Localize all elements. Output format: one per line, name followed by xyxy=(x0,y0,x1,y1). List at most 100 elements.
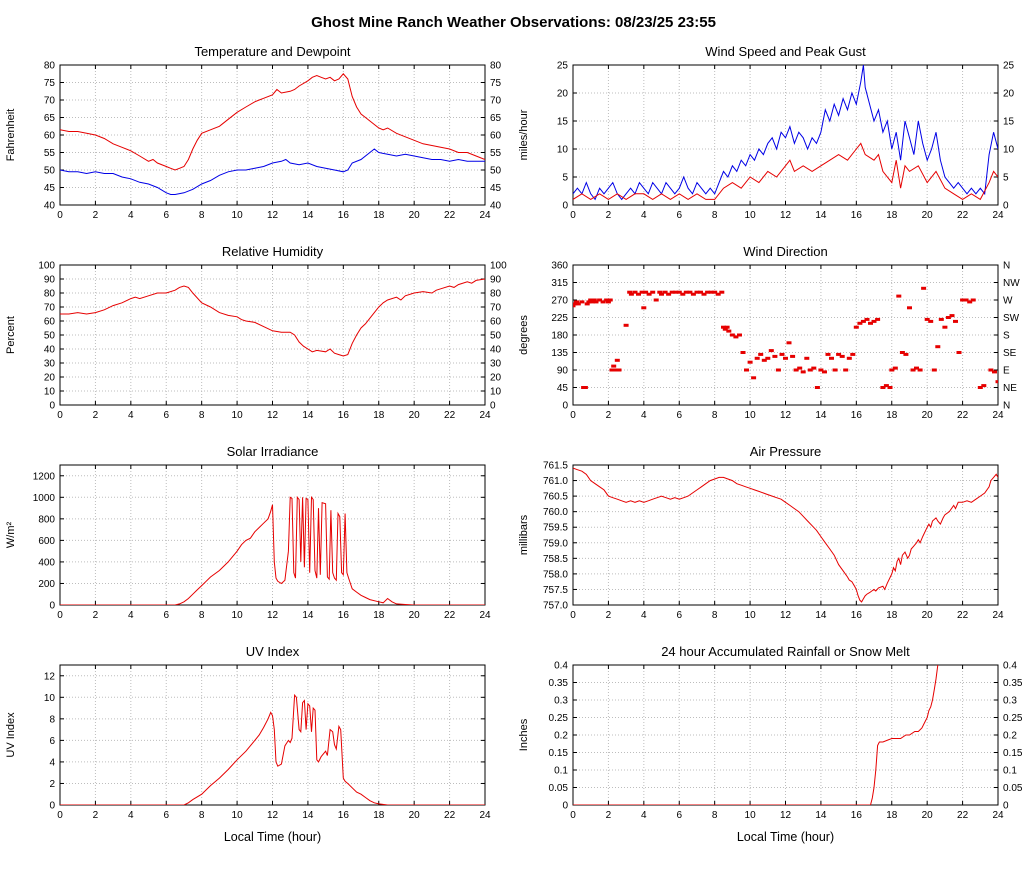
chart-relative-humidity: Relative Humidity Percent 0 2 4 6 8 10 12 14 16 18 2… xyxy=(0,241,513,427)
y-tick-label: 100 xyxy=(38,261,55,272)
y-tick-label-right: E xyxy=(1003,366,1010,377)
x-tick-label: 0 xyxy=(57,210,63,221)
x-tick-label: 0 xyxy=(57,410,63,421)
y-tick-label: 50 xyxy=(44,331,56,342)
x-tick-label: 6 xyxy=(163,410,169,421)
x-tick-label: 14 xyxy=(302,410,314,421)
chart-title: Wind Speed and Peak Gust xyxy=(705,44,866,59)
y-tick-label: 758.0 xyxy=(543,569,568,580)
x-tick-label: 16 xyxy=(338,410,350,421)
y-axis-label: W/m² xyxy=(5,522,17,549)
x-tick-label: 16 xyxy=(338,210,350,221)
weather-dashboard: Ghost Mine Ranch Weather Observations: 0… xyxy=(0,14,1026,844)
chart-solar-irradiance: Solar Irradiance W/m² 0 2 4 6 8 10 12 14 16 18 20 22 2… xyxy=(0,441,513,627)
y-tick-label-right: 40 xyxy=(490,345,502,356)
x-tick-label: 22 xyxy=(444,610,456,621)
y-tick-label-right: 60 xyxy=(490,131,502,142)
x-tick-label: 16 xyxy=(851,610,863,621)
x-tick-label: 16 xyxy=(851,210,863,221)
y-tick-label: 90 xyxy=(557,366,569,377)
chart-title: Relative Humidity xyxy=(222,244,324,259)
x-tick-label: 2 xyxy=(606,210,612,221)
x-tick-label: 22 xyxy=(444,410,456,421)
chart-wind-direction: Wind Direction degrees 0 2 4 6 8 10 12 14 16 18 20 22… xyxy=(513,241,1026,427)
x-tick-label: 24 xyxy=(479,210,491,221)
y-tick-label: 10 xyxy=(557,145,569,156)
y-tick-label-right: NE xyxy=(1003,383,1017,394)
x-tick-label: 12 xyxy=(267,410,279,421)
y-tick-label-right: 45 xyxy=(490,183,502,194)
y-tick-label: 80 xyxy=(44,289,56,300)
y-tick-label-right: 10 xyxy=(490,387,502,398)
y-axis-label: Fahrenheit xyxy=(5,109,17,162)
x-tick-label: 0 xyxy=(570,810,576,821)
y-tick-label-right: 70 xyxy=(490,303,502,314)
y-tick-label: 0 xyxy=(562,801,568,812)
chart-title: 24 hour Accumulated Rainfall or Snow Mel… xyxy=(661,644,910,659)
y-tick-label-right: 80 xyxy=(490,61,502,72)
x-tick-label: 8 xyxy=(199,410,205,421)
x-tick-label: 0 xyxy=(570,210,576,221)
y-tick-label-right: 25 xyxy=(1003,61,1015,72)
y-tick-label: 0.1 xyxy=(554,766,568,777)
y-tick-label-right: 70 xyxy=(490,96,502,107)
chart-temperature-dewpoint: Temperature and Dewpoint Fahrenheit 0 2 4 6 8 1… xyxy=(0,41,513,227)
y-tick-label-right: 0.05 xyxy=(1003,783,1023,794)
chart-title: Wind Direction xyxy=(743,244,828,259)
x-tick-label: 2 xyxy=(606,810,612,821)
series-humidity xyxy=(60,278,485,357)
y-axis-label: millibars xyxy=(518,514,530,555)
y-tick-label: 0.05 xyxy=(549,783,569,794)
x-tick-label: 6 xyxy=(676,810,682,821)
y-tick-label-right: 55 xyxy=(490,148,502,159)
y-tick-label-right: 0.1 xyxy=(1003,766,1017,777)
x-tick-label: 4 xyxy=(641,210,647,221)
x-tick-label: 6 xyxy=(163,610,169,621)
y-tick-label: 759.5 xyxy=(543,523,568,534)
y-tick-label: 25 xyxy=(557,61,569,72)
x-tick-label: 24 xyxy=(992,210,1004,221)
y-tick-label: 0 xyxy=(49,401,55,412)
y-tick-label-right: NW xyxy=(1003,278,1020,289)
series-pressure xyxy=(573,467,998,603)
x-tick-label: 16 xyxy=(851,410,863,421)
y-tick-label: 0.2 xyxy=(554,731,568,742)
x-tick-label: 14 xyxy=(302,210,314,221)
y-tick-label: 6 xyxy=(49,736,55,747)
y-tick-label: 55 xyxy=(44,148,56,159)
y-axis-label: Inches xyxy=(518,718,530,751)
x-tick-label: 14 xyxy=(815,810,827,821)
chart-air-pressure: Air Pressure millibars 0 2 4 6 8 10 12 14 16 18 20 22… xyxy=(513,441,1026,627)
x-tick-label: 2 xyxy=(606,410,612,421)
x-tick-label: 12 xyxy=(780,210,792,221)
y-tick-label: 80 xyxy=(44,61,56,72)
y-tick-label-right: 60 xyxy=(490,317,502,328)
x-tick-label: 12 xyxy=(780,610,792,621)
x-tick-label: 20 xyxy=(922,410,934,421)
y-tick-label: 20 xyxy=(557,89,569,100)
x-tick-label: 18 xyxy=(373,610,385,621)
series-wind-direction xyxy=(573,286,998,389)
y-tick-label: 0.3 xyxy=(554,696,568,707)
x-tick-label: 10 xyxy=(745,610,757,621)
x-tick-label: 6 xyxy=(163,210,169,221)
y-tick-label: 50 xyxy=(44,166,56,177)
x-tick-label: 2 xyxy=(93,210,99,221)
plot-frame xyxy=(572,464,999,606)
y-tick-label: 2 xyxy=(49,779,55,790)
x-tick-label: 24 xyxy=(992,810,1004,821)
x-tick-label: 22 xyxy=(957,410,969,421)
y-tick-label-right: 5 xyxy=(1003,173,1009,184)
y-tick-label: 30 xyxy=(44,359,56,370)
y-tick-label: 5 xyxy=(562,173,568,184)
y-tick-label: 90 xyxy=(44,275,56,286)
y-tick-label: 60 xyxy=(44,317,56,328)
x-tick-label: 2 xyxy=(606,610,612,621)
x-tick-label: 20 xyxy=(922,210,934,221)
y-tick-label-right: 80 xyxy=(490,289,502,300)
y-tick-label: 65 xyxy=(44,113,56,124)
x-tick-label: 14 xyxy=(815,210,827,221)
